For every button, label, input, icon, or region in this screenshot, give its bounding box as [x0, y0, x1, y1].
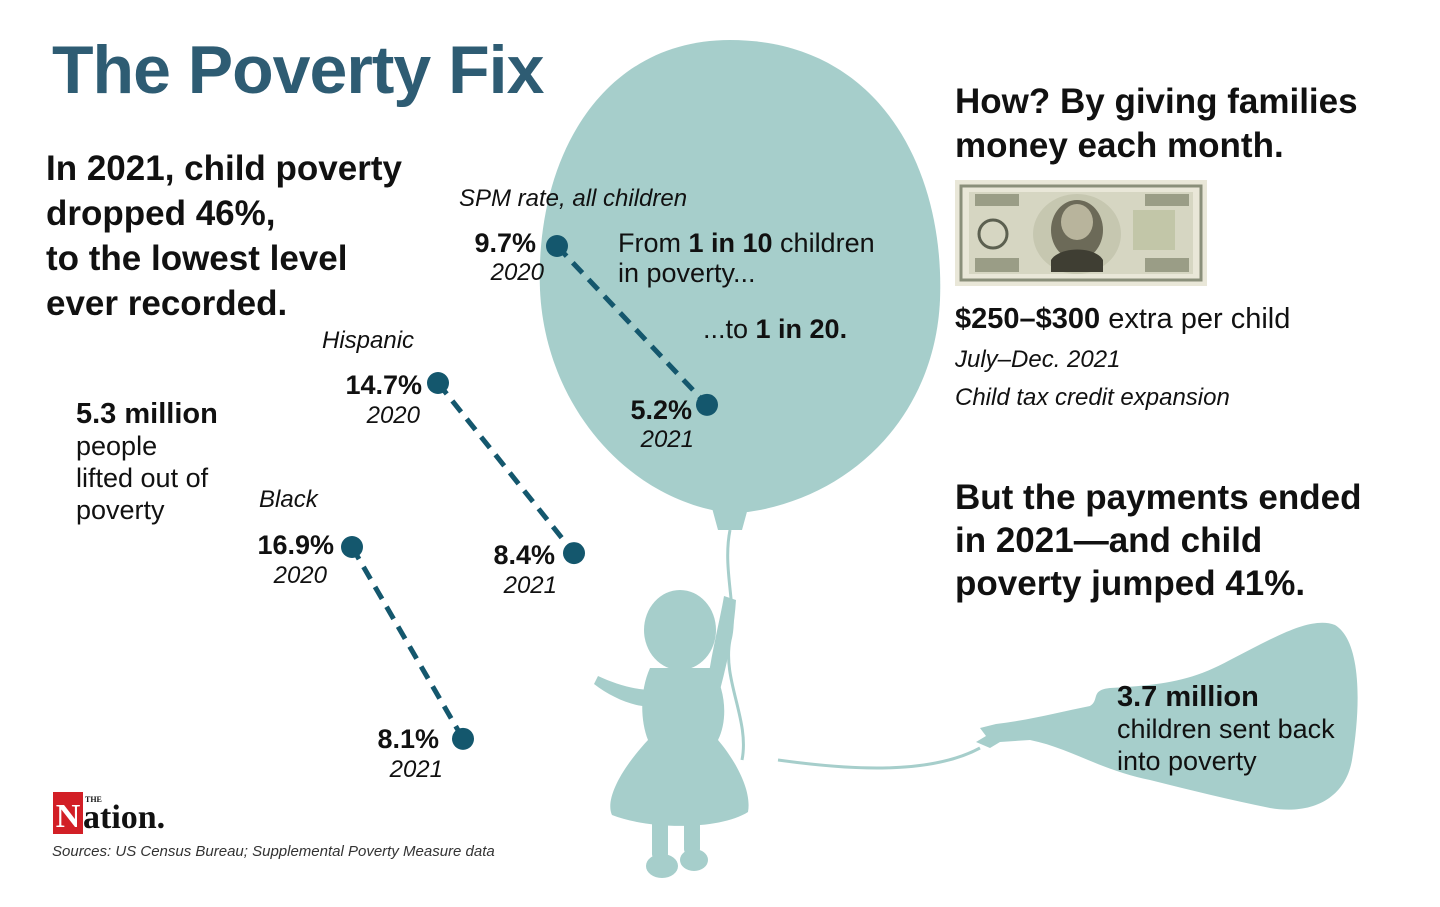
data-point-black-2020: [341, 536, 363, 558]
ended-line: poverty jumped 41%.: [955, 564, 1306, 603]
data-label-all-2020: 9.7%: [474, 228, 536, 258]
how-line: money each month.: [955, 126, 1284, 165]
sources-note: Sources: US Census Bureau; Supplemental …: [52, 843, 495, 860]
ratio-from-line2: in poverty...: [618, 258, 756, 288]
year-label-all-2020: 2020: [490, 259, 544, 286]
lede-line: ever recorded.: [46, 284, 288, 323]
lede-line: dropped 46%,: [46, 194, 276, 233]
logo-wordmark: ation.: [83, 799, 165, 836]
ended-line: But the payments ended: [955, 478, 1362, 517]
year-label-black-2020: 2020: [273, 562, 327, 589]
how-line: How? By giving families: [955, 82, 1358, 121]
payment-amount: $250–$300 extra per child: [955, 303, 1290, 336]
ratio-note-to: ...to 1 in 20.: [703, 314, 847, 345]
lifted-figure: 5.3 million: [76, 398, 218, 430]
lede-line: In 2021, child poverty: [46, 149, 402, 188]
lifted-line: lifted out of: [76, 463, 209, 493]
deflated-string: [777, 746, 981, 770]
ratio-from-post: children: [772, 228, 875, 258]
sent-back-figure: 3.7 million: [1117, 681, 1259, 713]
ended-headline: But the payments ended in 2021—and child…: [955, 476, 1425, 605]
lede-headline: In 2021, child poverty dropped 46%, to t…: [46, 146, 466, 326]
the-nation-logo: N THE ation.: [53, 792, 165, 836]
ended-line: in 2021—and child: [955, 521, 1263, 560]
data-point-black-2021: [452, 727, 474, 750]
sent-back-stat: 3.7 million children sent back into pove…: [1117, 681, 1377, 777]
logo-letter: N: [56, 798, 81, 835]
deflated-balloon: [976, 622, 1358, 810]
balloon-knot: [712, 508, 748, 530]
data-point-all-children-2020: [546, 235, 568, 257]
year-label-hispanic-2021: 2021: [503, 572, 557, 599]
payment-period: July–Dec. 2021: [955, 346, 1121, 373]
series-label-all-children: SPM rate, all children: [459, 185, 688, 212]
data-label-black-2021: 8.1%: [377, 724, 439, 754]
data-label-hispanic-2021: 8.4%: [493, 540, 555, 570]
logo-small: THE: [85, 795, 102, 804]
program-name: Child tax credit expansion: [955, 384, 1230, 411]
data-point-hispanic-2020: [427, 372, 449, 394]
lifted-line: people: [76, 431, 158, 461]
payment-amount-bold: $250–$300: [955, 303, 1101, 335]
data-point-hispanic-2021: [563, 542, 585, 565]
series-label-black: Black: [259, 486, 318, 513]
year-label-all-2021: 2021: [640, 426, 694, 453]
page-title: The Poverty Fix: [52, 32, 544, 108]
data-label-black-2020: 16.9%: [257, 530, 334, 560]
data-label-hispanic-2020: 14.7%: [345, 370, 422, 400]
year-label-black-2021: 2021: [389, 756, 443, 783]
payment-amount-rest: extra per child: [1100, 303, 1291, 335]
lifted-line: poverty: [76, 495, 165, 525]
series-line-black: [349, 545, 466, 741]
how-headline: How? By giving families money each month…: [955, 80, 1415, 168]
series-line-hispanic: [436, 381, 576, 555]
lede-line: to the lowest level: [46, 239, 348, 278]
ratio-from-bold: 1 in 10: [688, 228, 773, 258]
data-point-all-children-2021: [696, 393, 718, 416]
ratio-to-bold: 1 in 20.: [755, 314, 848, 344]
ratio-from-pre: From: [618, 228, 689, 258]
chart-layer: [341, 235, 718, 750]
data-label-all-2021: 5.2%: [630, 395, 692, 425]
sent-back-line: into poverty: [1117, 746, 1257, 776]
series-line-all-children: [555, 244, 709, 407]
child-silhouette: [594, 590, 749, 878]
lifted-stat: 5.3 million people lifted out of poverty: [76, 398, 296, 526]
ratio-to-pre: ...to: [703, 314, 756, 344]
hundred-dollar-bill-image: [955, 180, 1207, 286]
ratio-note-from: From 1 in 10 children in poverty...: [618, 228, 898, 288]
balloon-shape: [539, 40, 941, 512]
series-label-hispanic: Hispanic: [322, 327, 415, 354]
year-label-hispanic-2020: 2020: [366, 402, 420, 429]
sent-back-line: children sent back: [1117, 714, 1335, 744]
